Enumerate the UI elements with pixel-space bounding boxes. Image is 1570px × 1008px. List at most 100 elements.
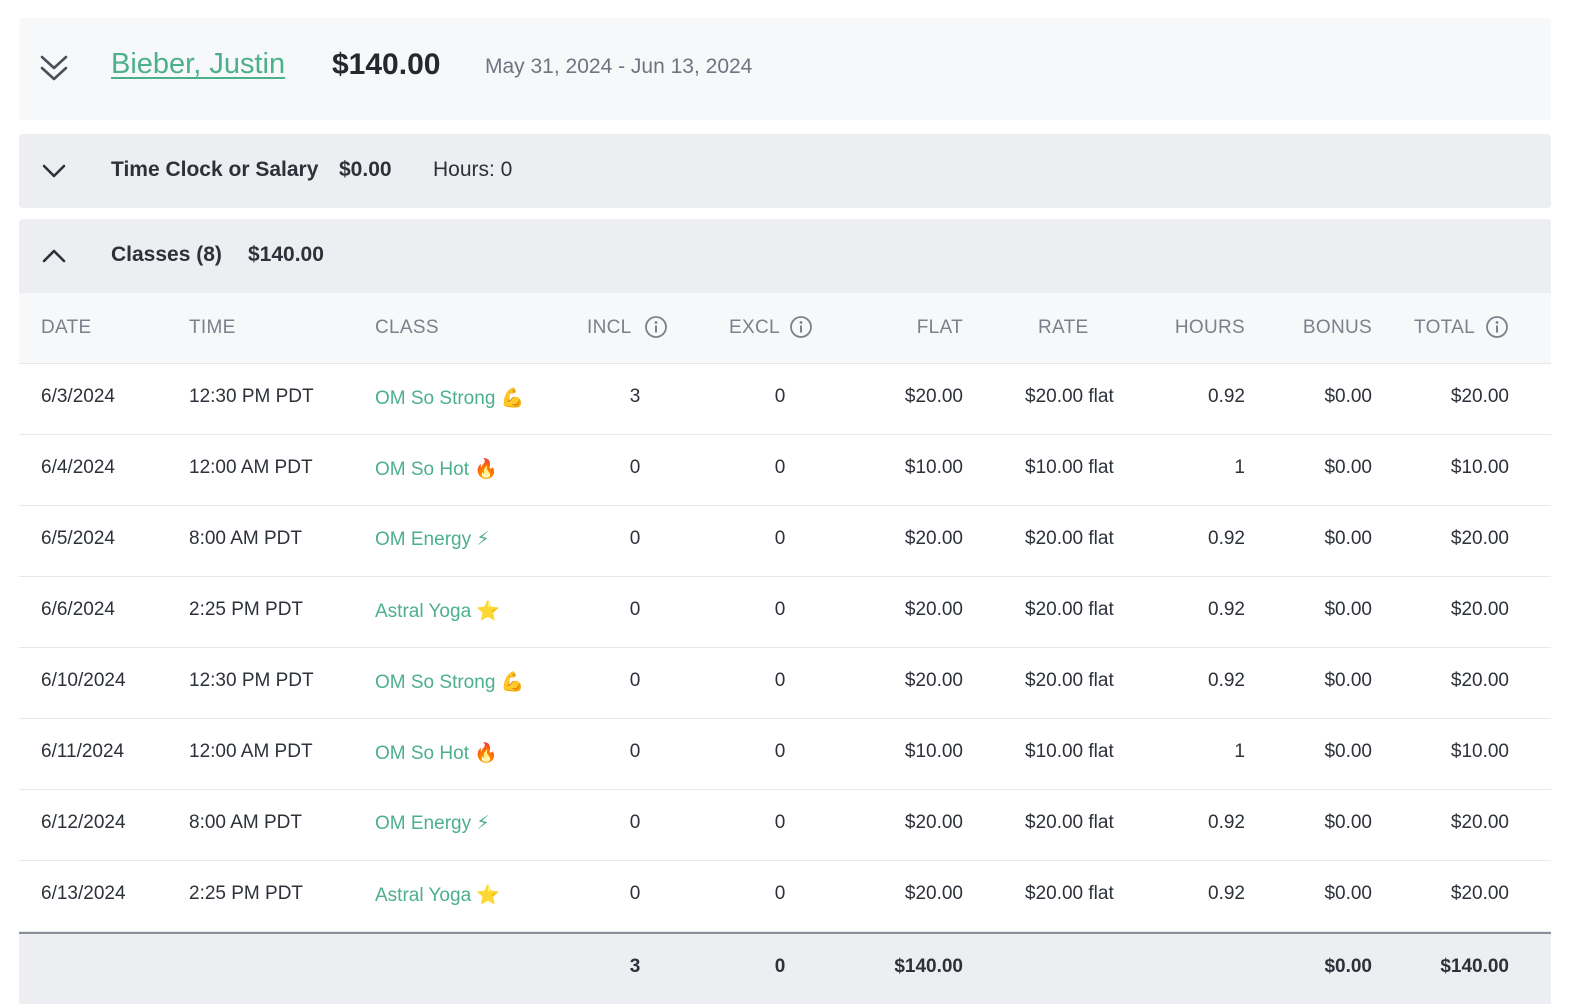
cell-hours: 0.92 [1208, 386, 1245, 407]
col-rate[interactable]: RATE [1038, 317, 1089, 338]
classes-label: Classes (8) [111, 243, 222, 266]
cell-hours: 0.92 [1208, 528, 1245, 549]
total-flat: $140.00 [894, 956, 963, 977]
info-icon[interactable] [644, 315, 668, 339]
class-link[interactable]: OM So Strong 💪 [375, 388, 525, 409]
chevron-up-icon[interactable] [41, 247, 67, 265]
cell-bonus: $0.00 [1324, 386, 1372, 407]
cell-date: 6/3/2024 [41, 386, 115, 407]
table-row: 6/11/2024 12:00 AM PDT OM So Hot 🔥 0 0 $… [19, 719, 1551, 790]
col-hours[interactable]: HOURS [1174, 317, 1245, 338]
cell-date: 6/12/2024 [41, 812, 126, 833]
table-row: 6/6/2024 2:25 PM PDT Astral Yoga ⭐ 0 0 $… [19, 577, 1551, 648]
cell-hours: 1 [1234, 457, 1245, 478]
cell-excl: 0 [774, 528, 786, 549]
cell-flat: $10.00 [904, 457, 963, 478]
cell-hours: 0.92 [1208, 883, 1245, 904]
classes-amount: $140.00 [248, 243, 324, 266]
cell-rate: $20.00 flat [1025, 599, 1114, 620]
cell-time: 12:00 AM PDT [189, 457, 313, 478]
class-link[interactable]: OM So Strong 💪 [375, 672, 525, 693]
time-clock-section-header[interactable]: Time Clock or Salary $0.00 Hours: 0 [19, 134, 1551, 208]
cell-total: $20.00 [1450, 599, 1509, 620]
classes-section-header[interactable]: Classes (8) $140.00 [19, 219, 1551, 293]
cell-total: $20.00 [1450, 386, 1509, 407]
cell-date: 6/5/2024 [41, 528, 115, 549]
table-row: 6/5/2024 8:00 AM PDT OM Energy ⚡ 0 0 $20… [19, 506, 1551, 577]
class-link[interactable]: Astral Yoga ⭐ [375, 601, 501, 622]
col-date[interactable]: DATE [41, 317, 92, 338]
info-icon[interactable] [1485, 315, 1509, 339]
pay-period-range: May 31, 2024 - Jun 13, 2024 [485, 55, 753, 78]
cell-excl: 0 [774, 670, 786, 691]
cell-incl: 0 [629, 883, 641, 904]
cell-total: $20.00 [1450, 812, 1509, 833]
class-link[interactable]: OM So Hot 🔥 [375, 743, 498, 764]
class-link[interactable]: OM So Hot 🔥 [375, 459, 498, 480]
double-chevron-down-icon[interactable] [39, 52, 69, 84]
class-link[interactable]: OM Energy ⚡ [375, 813, 490, 834]
cell-total: $20.00 [1450, 883, 1509, 904]
cell-flat: $20.00 [904, 883, 963, 904]
cell-bonus: $0.00 [1324, 812, 1372, 833]
cell-incl: 3 [629, 386, 641, 407]
cell-excl: 0 [774, 812, 786, 833]
total-excl: 0 [774, 956, 786, 977]
class-link[interactable]: OM Energy ⚡ [375, 529, 490, 550]
total-bonus: $0.00 [1324, 956, 1372, 977]
cell-date: 6/4/2024 [41, 457, 115, 478]
col-class[interactable]: CLASS [375, 317, 439, 338]
cell-flat: $20.00 [904, 386, 963, 407]
col-total[interactable]: TOTAL [1414, 317, 1475, 338]
cell-date: 6/11/2024 [41, 741, 125, 762]
cell-incl: 0 [629, 670, 641, 691]
table-row: 6/3/2024 12:30 PM PDT OM So Strong 💪 3 0… [19, 364, 1551, 435]
cell-time: 12:30 PM PDT [189, 386, 314, 407]
cell-total: $20.00 [1450, 670, 1509, 691]
cell-bonus: $0.00 [1324, 883, 1372, 904]
cell-bonus: $0.00 [1324, 457, 1372, 478]
cell-time: 2:25 PM PDT [189, 599, 304, 620]
cell-bonus: $0.00 [1324, 670, 1372, 691]
classes-table: DATE TIME CLASS INCL EXCL FLAT RATE HOUR… [19, 293, 1551, 1004]
cell-total: $10.00 [1450, 741, 1509, 762]
cell-rate: $20.00 flat [1025, 528, 1114, 549]
cell-excl: 0 [774, 386, 786, 407]
col-incl[interactable]: INCL [587, 317, 632, 338]
cell-rate: $10.00 flat [1025, 741, 1114, 762]
cell-hours: 0.92 [1208, 670, 1245, 691]
time-clock-amount: $0.00 [339, 158, 392, 181]
class-link[interactable]: Astral Yoga ⭐ [375, 885, 501, 906]
chevron-down-icon[interactable] [41, 162, 67, 180]
cell-time: 12:00 AM PDT [189, 741, 313, 762]
col-bonus[interactable]: BONUS [1302, 317, 1372, 338]
employee-total: $140.00 [332, 48, 441, 81]
cell-time: 2:25 PM PDT [189, 883, 304, 904]
cell-total: $10.00 [1450, 457, 1509, 478]
cell-flat: $10.00 [904, 741, 963, 762]
cell-flat: $20.00 [904, 599, 963, 620]
cell-time: 8:00 AM PDT [189, 812, 302, 833]
col-excl[interactable]: EXCL [729, 317, 780, 338]
cell-rate: $20.00 flat [1025, 812, 1114, 833]
cell-excl: 0 [774, 457, 786, 478]
table-body: 6/3/2024 12:30 PM PDT OM So Strong 💪 3 0… [19, 364, 1551, 932]
cell-rate: $20.00 flat [1025, 386, 1114, 407]
col-time[interactable]: TIME [189, 317, 236, 338]
table-row: 6/13/2024 2:25 PM PDT Astral Yoga ⭐ 0 0 … [19, 861, 1551, 932]
cell-hours: 1 [1234, 741, 1245, 762]
total-total: $140.00 [1440, 956, 1509, 977]
info-icon[interactable] [789, 315, 813, 339]
employee-name-link[interactable]: Bieber, Justin [111, 48, 286, 80]
cell-flat: $20.00 [904, 812, 963, 833]
cell-rate: $10.00 flat [1025, 457, 1114, 478]
table-row: 6/10/2024 12:30 PM PDT OM So Strong 💪 0 … [19, 648, 1551, 719]
cell-date: 6/6/2024 [41, 599, 115, 620]
cell-incl: 0 [629, 599, 641, 620]
cell-excl: 0 [774, 883, 786, 904]
cell-date: 6/10/2024 [41, 670, 126, 691]
col-flat[interactable]: FLAT [916, 317, 963, 338]
cell-hours: 0.92 [1208, 599, 1245, 620]
cell-incl: 0 [629, 741, 641, 762]
cell-incl: 0 [629, 457, 641, 478]
